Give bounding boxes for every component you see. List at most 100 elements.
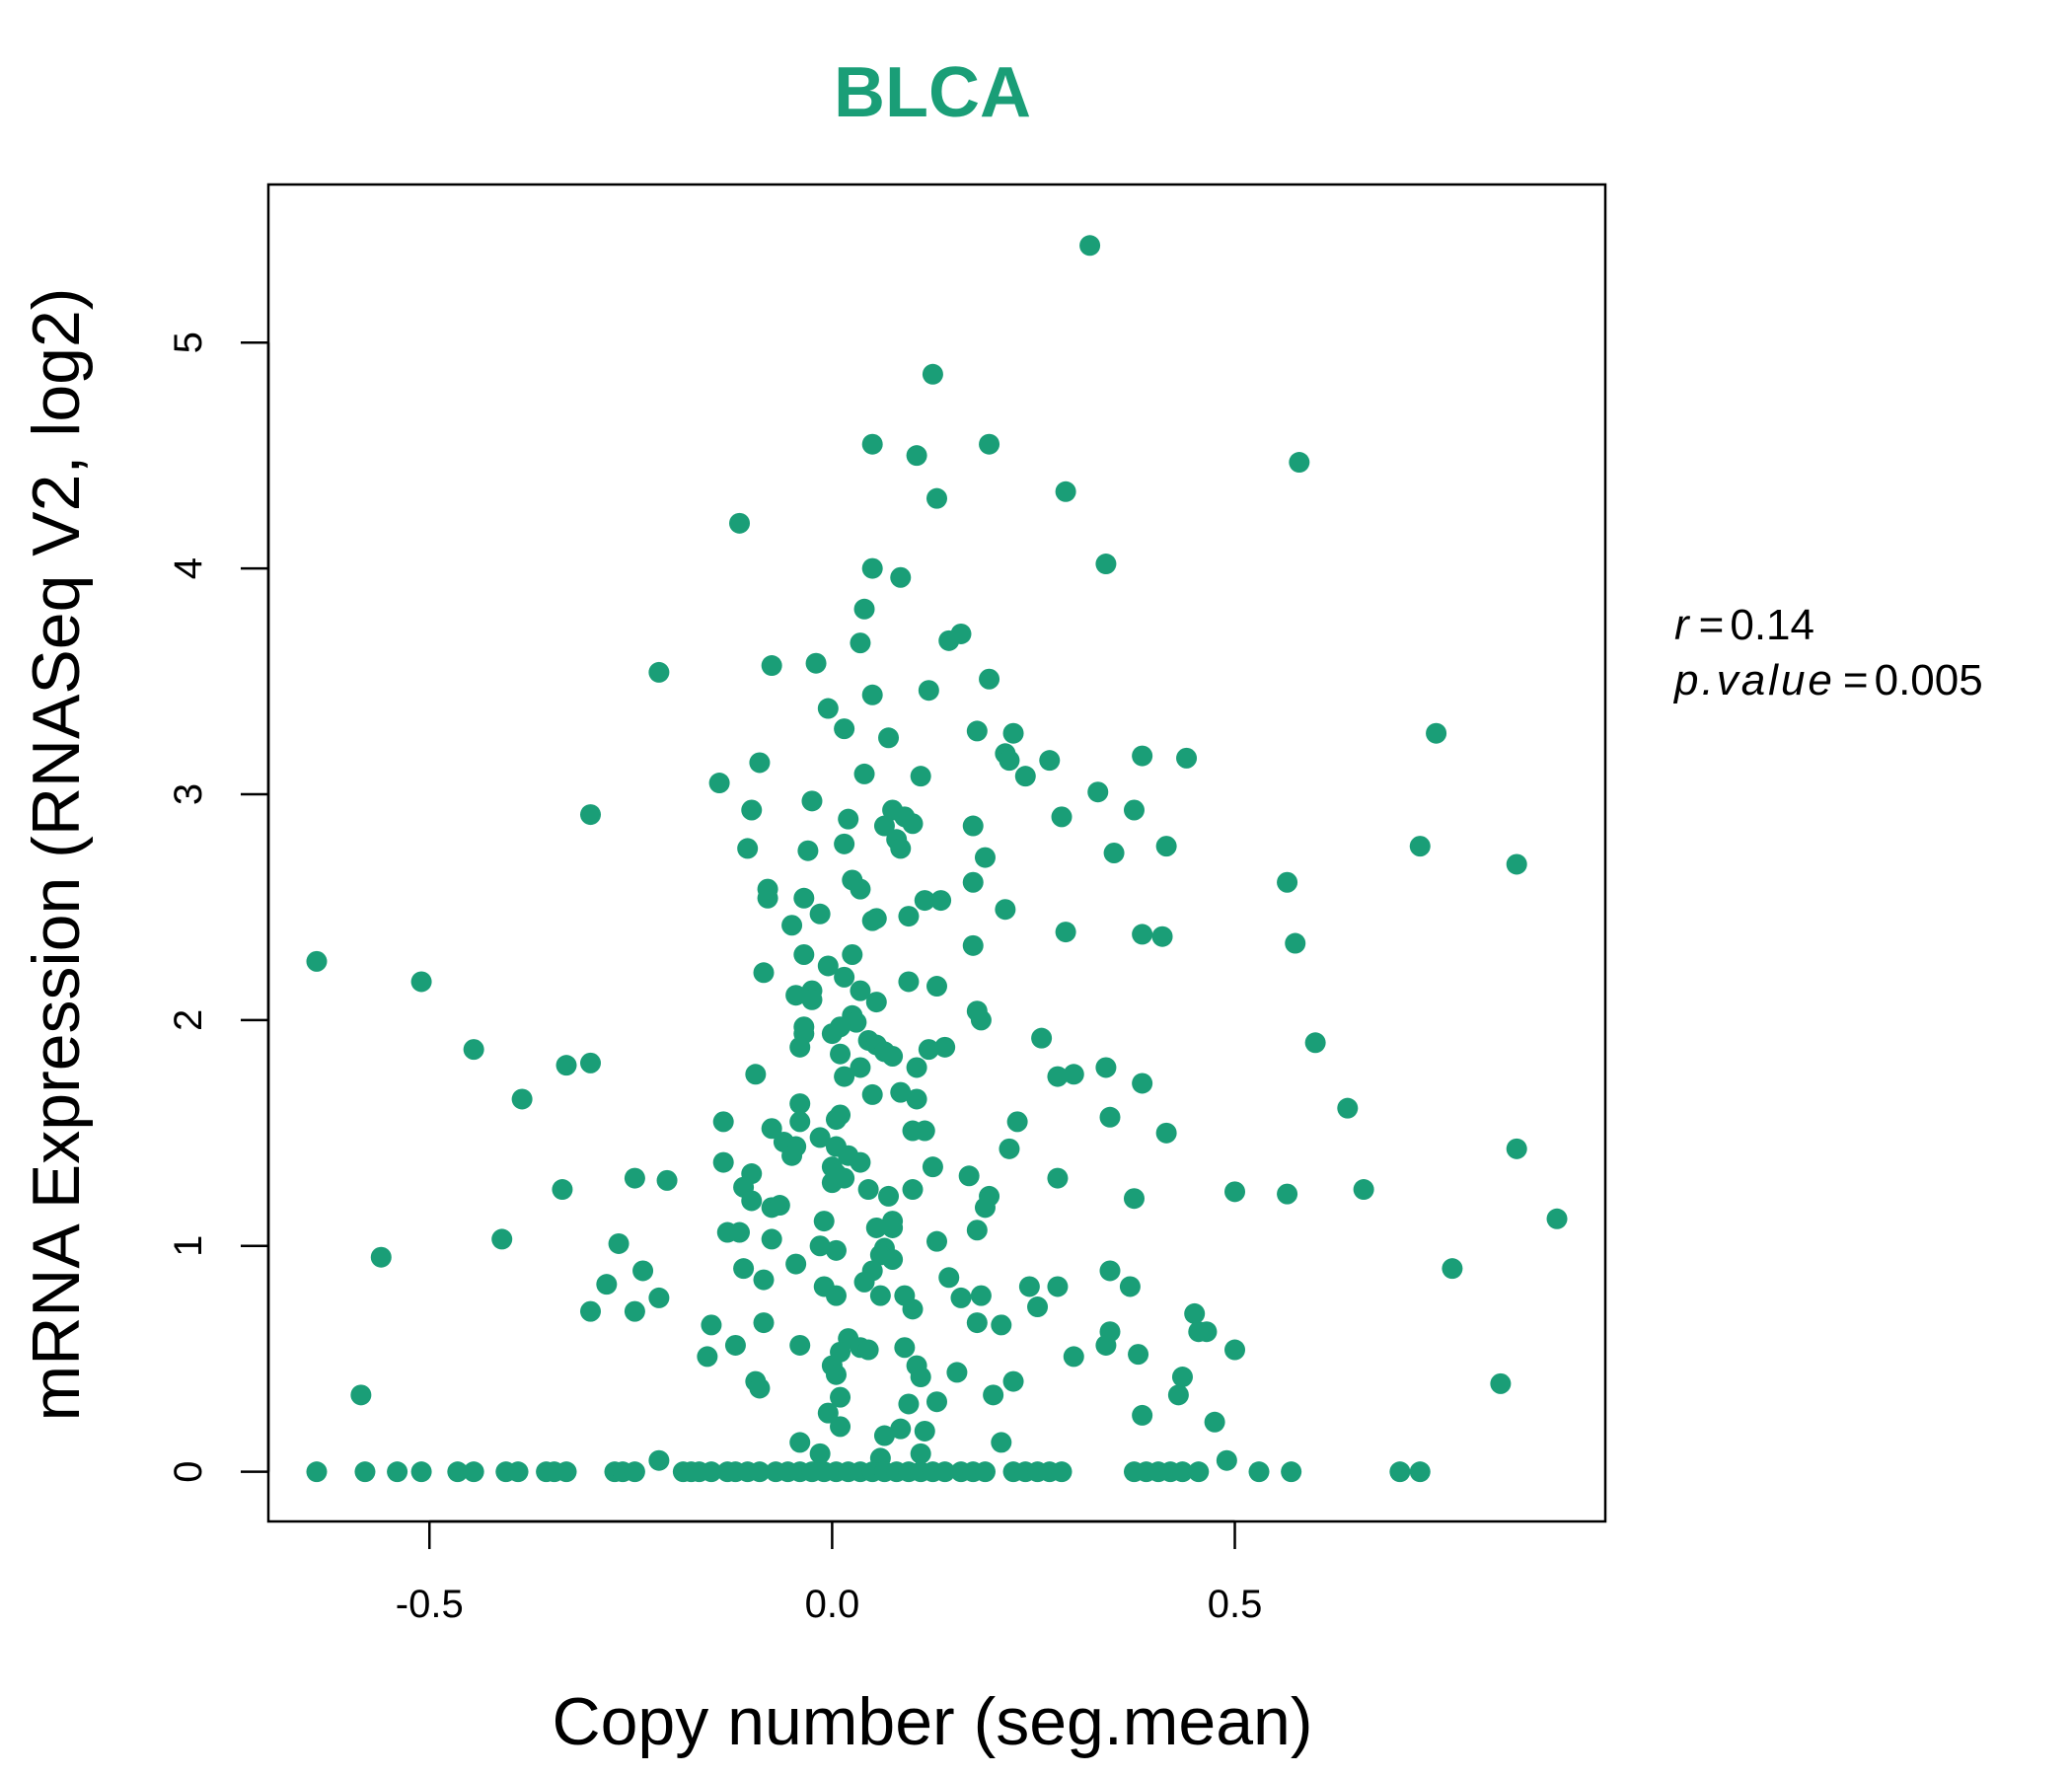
data-point: [869, 1285, 891, 1306]
data-point: [946, 1362, 968, 1383]
data-point: [838, 808, 859, 830]
data-point: [898, 906, 920, 927]
data-point: [890, 1418, 912, 1440]
data-point: [1063, 1346, 1084, 1368]
data-point: [842, 943, 863, 965]
data-point: [1389, 1461, 1411, 1483]
data-point: [1039, 750, 1061, 772]
data-point: [991, 1314, 1012, 1336]
data-point: [354, 1461, 376, 1483]
data-point: [1506, 1138, 1527, 1159]
data-point: [387, 1461, 408, 1483]
data-point: [1063, 1064, 1084, 1085]
data-point: [974, 847, 996, 868]
data-point: [552, 1179, 573, 1201]
data-point: [926, 487, 947, 509]
data-point: [995, 899, 1016, 921]
data-point: [491, 1228, 513, 1250]
data-point: [1289, 452, 1310, 474]
data-point: [463, 1461, 484, 1483]
data-point: [1151, 925, 1173, 947]
data-point: [761, 1228, 782, 1250]
data-point: [410, 1461, 432, 1483]
data-point: [624, 1461, 645, 1483]
data-point: [580, 1300, 602, 1322]
data-point: [934, 1461, 956, 1483]
data-point: [447, 1461, 469, 1483]
data-point: [648, 1449, 670, 1471]
data-point: [958, 1165, 980, 1187]
data-point: [938, 629, 960, 651]
data-point: [1490, 1372, 1512, 1394]
data-point: [1095, 554, 1117, 575]
y-tick-label: 0: [167, 1461, 210, 1483]
p-value: 0.005: [1875, 656, 1983, 704]
data-point: [737, 838, 759, 859]
y-axis-title: mRNA Expression (RNASeq V2, log2): [19, 288, 94, 1422]
data-point: [890, 838, 912, 859]
data-point: [370, 1246, 392, 1268]
data-point: [966, 1312, 988, 1334]
data-point: [789, 1334, 811, 1356]
data-point: [753, 1269, 775, 1291]
data-point: [873, 815, 895, 837]
data-point: [1442, 1258, 1463, 1280]
data-point: [608, 1232, 629, 1254]
x-tick-label: 0.0: [805, 1583, 860, 1626]
data-point: [817, 698, 839, 719]
data-point: [890, 566, 912, 588]
data-point: [938, 1267, 960, 1289]
data-point: [729, 512, 751, 534]
data-point: [922, 1156, 943, 1178]
data-point: [712, 1111, 734, 1133]
data-point: [1095, 1334, 1117, 1356]
data-point: [962, 815, 984, 837]
data-point: [906, 1057, 927, 1078]
data-point: [507, 1461, 529, 1483]
data-point: [974, 1461, 996, 1483]
x-axis-title: Copy number (seg.mean): [552, 1684, 1312, 1759]
data-point: [793, 943, 815, 965]
data-point: [624, 1167, 645, 1189]
data-point: [580, 804, 602, 826]
data-point: [555, 1055, 577, 1076]
data-point: [1132, 1404, 1153, 1426]
data-point: [648, 1287, 670, 1308]
data-point: [697, 1346, 718, 1368]
data-point: [1099, 1106, 1121, 1128]
data-point: [741, 1190, 763, 1212]
data-point: [1002, 1370, 1024, 1392]
data-point: [1051, 806, 1073, 828]
data-point: [1224, 1339, 1246, 1361]
data-point: [1277, 871, 1298, 893]
data-point: [1204, 1411, 1225, 1433]
y-tick-label: 3: [167, 783, 210, 805]
data-point: [648, 661, 670, 683]
data-point: [1006, 1111, 1028, 1133]
data-point: [789, 1432, 811, 1453]
data-point: [930, 890, 952, 912]
data-point: [910, 1367, 931, 1388]
data-point: [1079, 235, 1101, 257]
data-point: [1409, 836, 1431, 857]
data-point: [733, 1258, 755, 1280]
correlation-stats: r = 0.14 p.value = 0.005: [1672, 601, 1983, 704]
data-point: [1277, 1183, 1298, 1205]
data-point: [1002, 722, 1024, 744]
data-point: [656, 1169, 678, 1191]
data-point: [781, 1145, 803, 1166]
data-point: [741, 799, 763, 821]
data-point: [846, 1011, 867, 1033]
data-point: [712, 1151, 734, 1173]
y-tick-label: 2: [167, 1009, 210, 1031]
chart-title: BLCA: [834, 53, 1031, 132]
data-point: [809, 1127, 831, 1148]
data-point: [861, 1083, 883, 1105]
x-axis: -0.5 0.0 0.5: [396, 1519, 1262, 1626]
data-point: [853, 763, 875, 784]
data-point: [825, 1364, 847, 1385]
data-point: [350, 1384, 372, 1406]
data-point: [701, 1314, 722, 1336]
